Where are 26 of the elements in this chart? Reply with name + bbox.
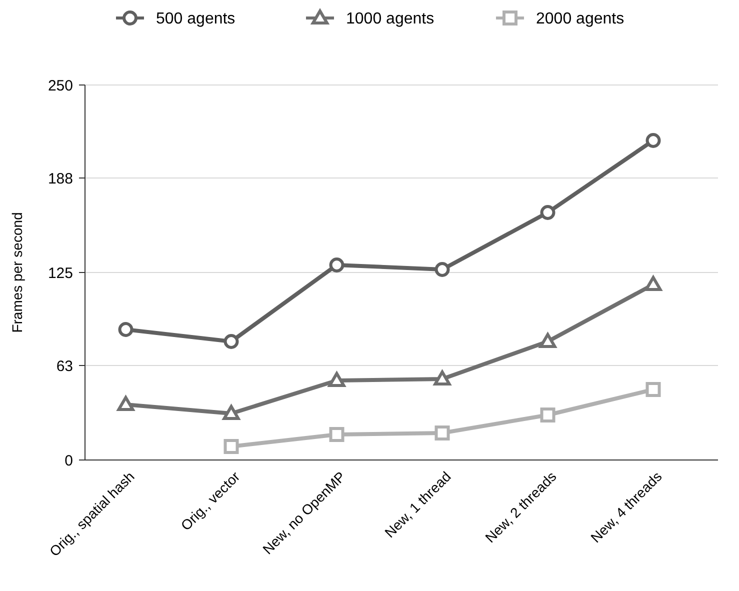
point [328,372,346,387]
point [118,322,134,337]
point [222,405,240,420]
point [644,276,662,291]
point [540,205,556,220]
point [224,439,239,454]
point [329,427,344,442]
point [224,334,239,349]
point [434,370,451,386]
legend-label: 1000 agents [346,10,434,28]
y-tick-label: 188 [48,170,73,188]
legend-label: 500 agents [156,10,236,28]
point [329,258,344,272]
point [646,133,661,148]
point [434,262,450,277]
y-tick-label: 63 [56,358,73,375]
y-axis-title: Frames per second [9,212,25,333]
point [540,408,556,422]
point [434,426,450,440]
point [117,396,134,411]
point [539,333,556,348]
legend-label: 2000 agents [536,10,624,28]
y-tick-label: 125 [48,264,73,282]
y-tick-label: 0 [64,452,73,470]
point [646,382,661,397]
y-tick-label: 250 [48,77,73,94]
